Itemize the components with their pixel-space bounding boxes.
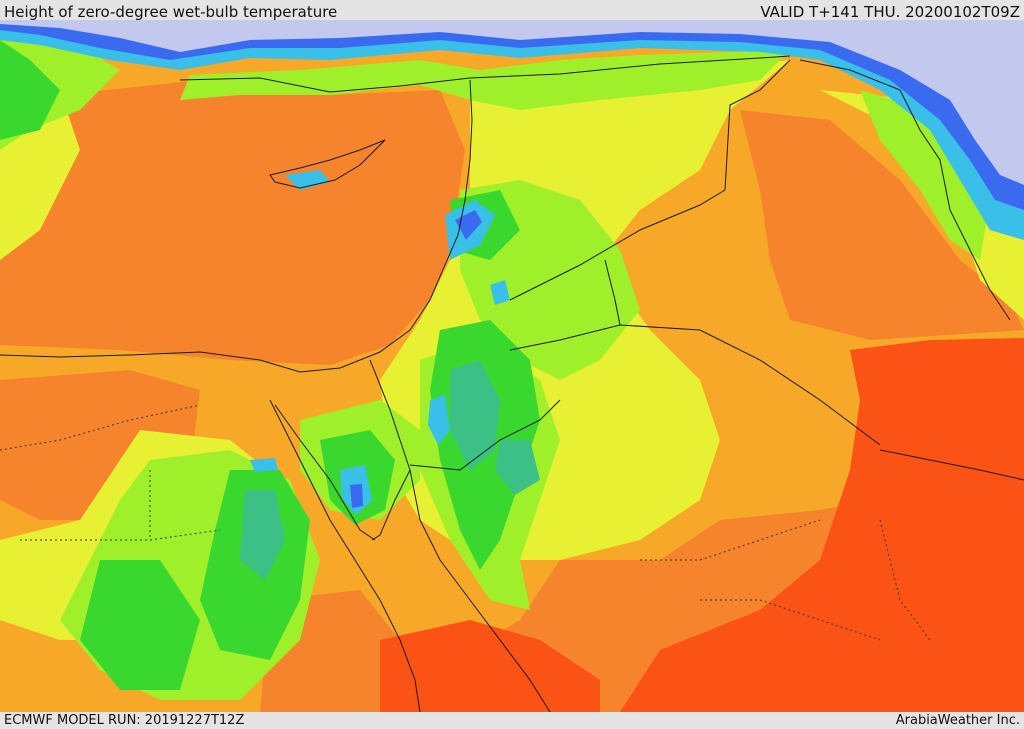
deep-orange-zone-south bbox=[380, 620, 600, 712]
model-run: ECMWF MODEL RUN: 20191227T12Z bbox=[4, 713, 245, 728]
border-admin-dotted bbox=[0, 404, 931, 641]
cyan-zone-cyprus bbox=[285, 170, 330, 190]
yellow-green-zone-north bbox=[180, 50, 790, 110]
coastline-red-sea-east bbox=[409, 469, 551, 712]
yellow-green-zone-iran bbox=[860, 90, 990, 260]
orange-zone-mediterranean bbox=[0, 80, 465, 365]
footer-bar: ECMWF MODEL RUN: 20191227T12Z ArabiaWeat… bbox=[0, 712, 1024, 729]
border-syria-iraq bbox=[509, 59, 791, 301]
coastline-north bbox=[179, 55, 791, 93]
border-jordan-south bbox=[409, 399, 561, 471]
border-jordan-east bbox=[604, 259, 621, 326]
teal-zone-egypt bbox=[240, 490, 285, 580]
border-iraq-iran bbox=[799, 59, 1011, 321]
cyan-zone-egypt bbox=[250, 458, 278, 472]
border-jordan-saudi bbox=[509, 324, 881, 446]
credit: ArabiaWeather Inc. bbox=[895, 713, 1020, 728]
lavender-zone-north bbox=[0, 20, 1024, 185]
orange-zone-iraq bbox=[740, 110, 1024, 340]
header-bar: Height of zero-degree wet-bulb temperatu… bbox=[0, 0, 1024, 21]
coastline-mediterranean bbox=[0, 79, 473, 373]
coastline-cyprus bbox=[269, 139, 386, 189]
teal-zone-jordan bbox=[450, 360, 500, 470]
coastline-gulf-of-aqaba bbox=[371, 469, 411, 541]
cyan-zone-jordan bbox=[428, 395, 450, 445]
green-zone-south-west bbox=[80, 560, 200, 690]
valid-time: VALID T+141 THU. 20200102T09Z bbox=[760, 3, 1020, 21]
blue-zone-sinai bbox=[350, 484, 363, 508]
green-zone-north-coast bbox=[0, 40, 60, 140]
teal-zone-saudi bbox=[495, 440, 540, 495]
deep-orange-zone-east bbox=[620, 338, 1024, 712]
coastline-red-sea-west bbox=[269, 399, 421, 712]
border-egypt-israel bbox=[369, 359, 411, 471]
cyan-zone-syria bbox=[490, 280, 510, 305]
map-title: Height of zero-degree wet-bulb temperatu… bbox=[4, 3, 338, 21]
weather-map bbox=[0, 20, 1024, 712]
coastline-persian-gulf bbox=[879, 449, 1024, 481]
coastline-gulf-of-suez bbox=[274, 404, 376, 541]
